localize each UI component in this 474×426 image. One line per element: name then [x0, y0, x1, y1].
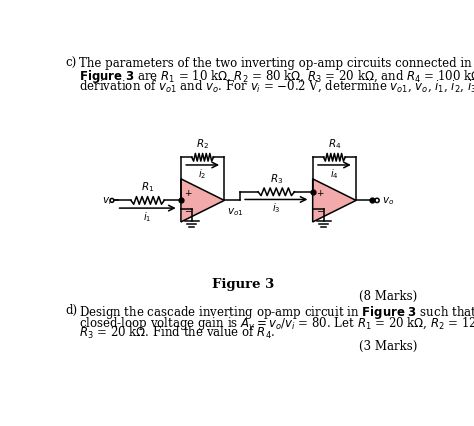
Text: $i_4$: $i_4$	[330, 166, 339, 180]
Text: $R_3$ = 20 k$\Omega$. Find the value of $R_4$.: $R_3$ = 20 k$\Omega$. Find the value of …	[80, 325, 275, 341]
Text: $R_2$: $R_2$	[196, 137, 209, 151]
Text: $\mathbf{Figure\ 3}$ are $R_1$ = 10 k$\Omega$, $R_2$ = 80 k$\Omega$, $R_3$ = 20 : $\mathbf{Figure\ 3}$ are $R_1$ = 10 k$\O…	[80, 68, 474, 85]
Text: $v_o$: $v_o$	[382, 195, 394, 207]
Text: $+$: $+$	[316, 188, 324, 198]
Text: $v_{o1}$: $v_{o1}$	[228, 205, 244, 217]
Text: $i_3$: $i_3$	[272, 201, 281, 215]
Text: $-$: $-$	[316, 204, 324, 213]
Text: $R_1$: $R_1$	[141, 180, 154, 194]
Text: c): c)	[65, 57, 77, 70]
Text: Figure 3: Figure 3	[212, 278, 274, 291]
Text: (3 Marks): (3 Marks)	[359, 339, 417, 352]
Text: d): d)	[65, 303, 78, 316]
Text: $+$: $+$	[184, 188, 192, 198]
Text: closed-loop voltage gain is $A_v = v_o/v_i$ = 80. Let $R_1$ = 20 k$\Omega$, $R_2: closed-loop voltage gain is $A_v = v_o/v…	[80, 314, 474, 331]
Text: $v_i$: $v_i$	[102, 195, 112, 207]
Text: $i_2$: $i_2$	[199, 166, 207, 180]
Text: Design the cascade inverting op-amp circuit in $\mathbf{Figure\ 3}$ such that th: Design the cascade inverting op-amp circ…	[80, 303, 474, 320]
Text: (8 Marks): (8 Marks)	[359, 289, 417, 302]
Polygon shape	[313, 179, 356, 222]
Polygon shape	[181, 179, 224, 222]
Text: $R_3$: $R_3$	[270, 172, 283, 185]
Text: $R_4$: $R_4$	[328, 137, 341, 151]
Text: $-$: $-$	[184, 204, 192, 213]
Text: derivation of $v_{o1}$ and $v_o$. For $v_i$ = $-$0.2 V, determine $v_{o1}$, $v_o: derivation of $v_{o1}$ and $v_o$. For $v…	[80, 79, 474, 94]
Text: The parameters of the two inverting op-amp circuits connected in cascade in: The parameters of the two inverting op-a…	[80, 57, 474, 70]
Text: $i_1$: $i_1$	[144, 209, 152, 223]
